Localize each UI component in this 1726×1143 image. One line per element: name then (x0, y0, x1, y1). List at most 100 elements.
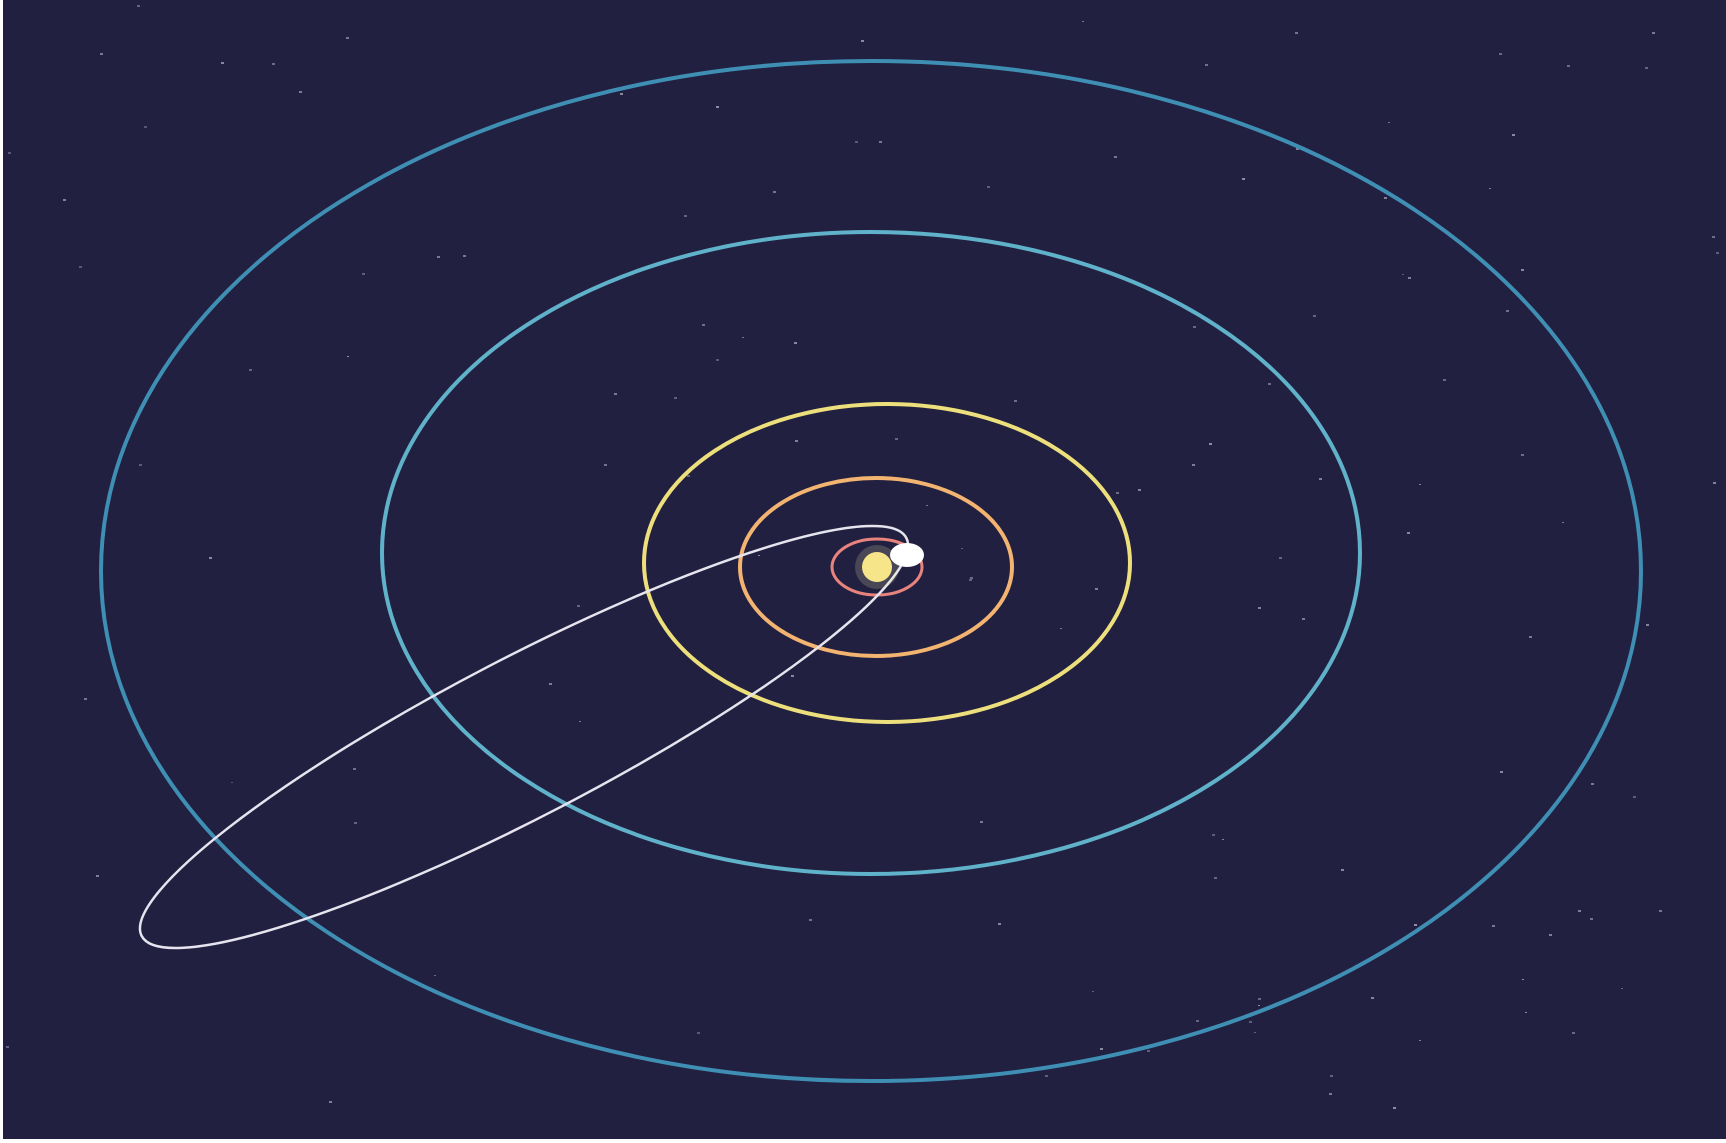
star (96, 875, 99, 877)
star (1572, 1032, 1575, 1034)
star (1521, 269, 1524, 271)
star (1082, 21, 1084, 22)
star (1279, 557, 1282, 559)
star (998, 923, 1001, 925)
star (1205, 64, 1208, 66)
star (1388, 122, 1390, 123)
star (1319, 478, 1322, 480)
star (347, 356, 349, 357)
star (577, 605, 580, 607)
star (1014, 400, 1017, 402)
star (579, 721, 581, 722)
star (1330, 1075, 1333, 1077)
orbit-outermost (99, 59, 1643, 1083)
star (961, 548, 963, 549)
star (1249, 1021, 1252, 1023)
star (1402, 274, 1404, 275)
star (969, 579, 972, 581)
star (1419, 1040, 1421, 1041)
star (1196, 1020, 1199, 1022)
star (1329, 1093, 1332, 1095)
star (1100, 1048, 1103, 1050)
solar-system-scene (3, 0, 1726, 1139)
star (687, 475, 690, 477)
star (794, 342, 797, 344)
star (1590, 918, 1593, 920)
star (1258, 607, 1261, 609)
star (879, 141, 882, 143)
star (1492, 925, 1495, 927)
star (354, 822, 357, 824)
star (1621, 988, 1623, 989)
star (1341, 869, 1344, 871)
star (1192, 464, 1195, 466)
star (987, 186, 990, 188)
star (100, 53, 103, 55)
star (1060, 628, 1062, 629)
star (1633, 796, 1636, 798)
star (1295, 32, 1298, 34)
star (1095, 588, 1098, 590)
star (1384, 197, 1387, 199)
orbit-fourth (380, 230, 1362, 876)
star (795, 440, 798, 442)
star (1116, 492, 1119, 494)
star (1114, 156, 1117, 158)
star (8, 152, 11, 154)
star (1522, 979, 1524, 980)
star (1591, 783, 1594, 785)
star (716, 106, 719, 108)
star (742, 337, 744, 338)
star (697, 1032, 700, 1034)
star (716, 359, 719, 361)
star (773, 191, 776, 193)
star (362, 273, 365, 275)
star (1296, 148, 1299, 150)
star (1489, 188, 1491, 189)
star (1419, 484, 1421, 485)
star (980, 821, 983, 823)
star (1393, 1107, 1396, 1109)
star (1209, 443, 1212, 445)
star (1549, 934, 1552, 936)
star (758, 555, 760, 556)
star (614, 393, 617, 395)
star (702, 324, 705, 326)
star (84, 698, 87, 700)
sun (862, 552, 892, 582)
star (620, 93, 623, 95)
star (549, 683, 552, 685)
star (926, 505, 928, 506)
star (809, 919, 812, 921)
star (144, 126, 147, 128)
star (463, 255, 466, 257)
star (1506, 310, 1509, 312)
star (1258, 998, 1261, 1000)
star (1645, 67, 1648, 69)
star (139, 464, 142, 466)
star (1408, 277, 1411, 279)
star (1512, 134, 1515, 136)
star-field (6, 5, 1719, 1109)
star (1092, 991, 1094, 992)
star (604, 464, 607, 466)
star (221, 62, 224, 64)
star (1147, 1050, 1150, 1052)
star (6, 1046, 9, 1048)
star (674, 397, 677, 399)
star (1713, 482, 1716, 484)
star (1525, 1012, 1527, 1013)
star (353, 768, 356, 770)
star (1499, 53, 1502, 55)
star (684, 215, 687, 217)
star (231, 782, 233, 783)
star (1521, 454, 1524, 456)
star (1138, 489, 1141, 491)
star (272, 63, 275, 65)
comet (890, 543, 924, 567)
star (1712, 236, 1715, 238)
star (1500, 771, 1503, 773)
star (1646, 624, 1649, 626)
star (1222, 839, 1224, 840)
